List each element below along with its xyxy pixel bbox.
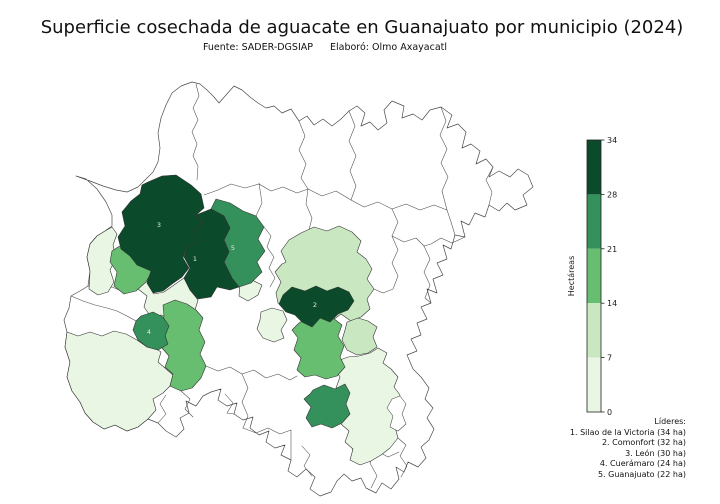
leaders-annotation: Líderes: 1. Silao de la Victoria (34 ha)… bbox=[466, 417, 686, 481]
chart-title: Superficie cosechada de aguacate en Guan… bbox=[40, 17, 684, 38]
municipality-cortazar-area bbox=[303, 383, 351, 429]
colorbar-tick-7: 7 bbox=[607, 354, 612, 363]
rank-label-leon: 3 bbox=[157, 221, 161, 229]
colorbar-tick-21: 21 bbox=[607, 245, 617, 254]
municipality-purisima bbox=[86, 226, 118, 296]
colorbar-tick-34: 34 bbox=[607, 136, 617, 145]
chart-subtitle: Fuente: SADER-DGSIAP Elaboró: Olmo Axayac… bbox=[0, 42, 650, 53]
municipality-white-enclave bbox=[386, 395, 407, 432]
municipality-celaya-area bbox=[291, 312, 346, 380]
colorbar-segment-21-28 bbox=[587, 194, 601, 249]
colorbar-tick-14: 14 bbox=[607, 299, 617, 308]
colorbar-segment-7-14 bbox=[587, 303, 601, 358]
author-label: Elaboró: Olmo Axayacatl bbox=[329, 42, 448, 53]
colorbar-axis-label: Hectáreas bbox=[567, 256, 576, 296]
rank-label-cueramaro: 4 bbox=[147, 328, 151, 336]
rank-label-comonfort: 2 bbox=[313, 301, 317, 309]
colorbar-segment-0-7 bbox=[587, 357, 601, 412]
leaders-item-2: 2. Comonfort (32 ha) bbox=[601, 438, 686, 448]
colorbar-segment-14-21 bbox=[587, 248, 601, 304]
rank-labels: 3 1 5 2 4 bbox=[147, 221, 317, 336]
municipal-boundaries bbox=[70, 83, 494, 489]
leaders-header: Líderes: bbox=[654, 417, 686, 426]
colorbar-tick-0: 0 bbox=[607, 408, 612, 417]
municipality-cueramaro bbox=[132, 311, 170, 351]
leaders-item-5: 5. Guanajuato (22 ha) bbox=[597, 469, 686, 479]
rank-label-silao: 1 bbox=[193, 255, 197, 263]
colorbar: 34 28 21 14 7 0 Hectáreas bbox=[567, 136, 617, 417]
leaders-item-1: 1. Silao de la Victoria (34 ha) bbox=[569, 427, 686, 437]
leaders-item-4: 4. Cuerámaro (24 ha) bbox=[599, 459, 686, 469]
leaders-item-3: 3. León (30 ha) bbox=[625, 448, 686, 458]
municipality-penjamo bbox=[64, 330, 174, 432]
municipality-comonfort bbox=[278, 285, 355, 328]
colorbar-segment-28-34 bbox=[587, 140, 601, 195]
municipality-juventino-rosas bbox=[341, 317, 378, 356]
choropleth-regions bbox=[64, 174, 407, 466]
municipality-pale-small-a bbox=[256, 307, 288, 343]
colorbar-frame bbox=[586, 139, 602, 413]
rank-label-guanajuato: 5 bbox=[231, 244, 235, 252]
source-label: Fuente: SADER-DGSIAP bbox=[202, 42, 313, 53]
colorbar-tick-28: 28 bbox=[607, 190, 617, 199]
municipality-leon bbox=[117, 174, 205, 294]
